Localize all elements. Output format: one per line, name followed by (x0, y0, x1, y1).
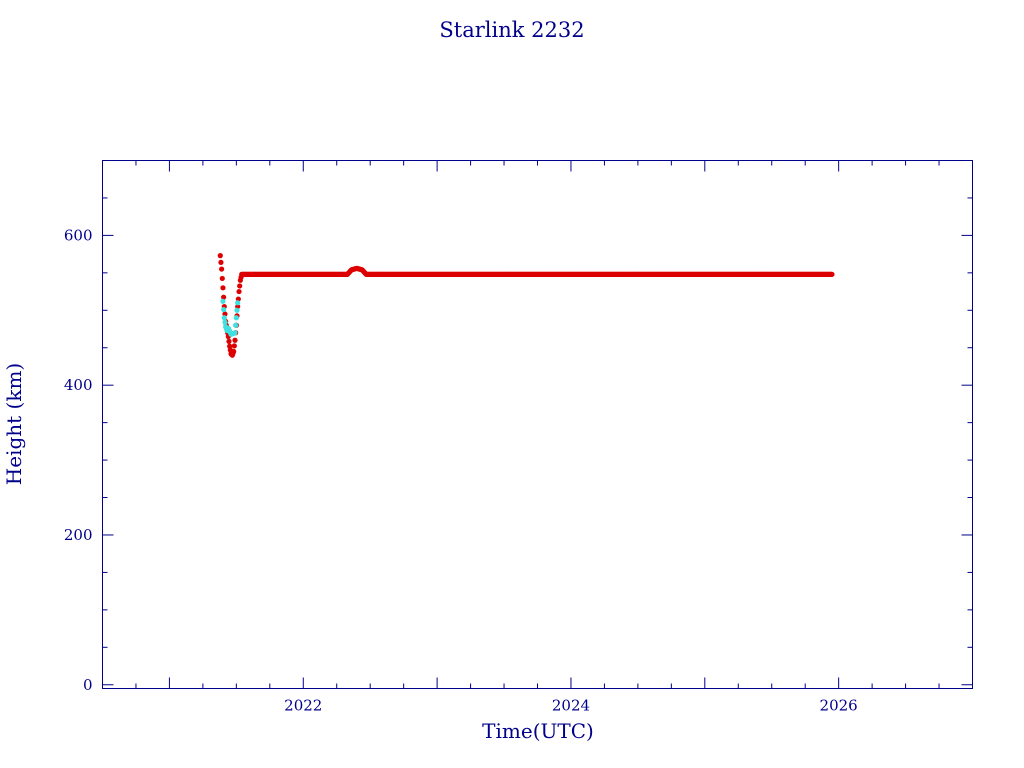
series-0 (217, 253, 835, 358)
data-point (222, 319, 228, 325)
data-point (232, 337, 238, 343)
y-tick-label: 600 (64, 226, 93, 244)
y-tick-label: 400 (64, 376, 93, 394)
y-tick-label: 0 (83, 676, 93, 694)
data-point (237, 283, 243, 289)
y-tick-label: 200 (64, 526, 93, 544)
data-point (217, 253, 223, 259)
data-points (217, 253, 835, 358)
data-point (829, 271, 835, 277)
data-point (221, 315, 227, 321)
chart-title: Starlink 2232 (439, 18, 584, 42)
x-axis-title: Time(UTC) (482, 719, 594, 743)
data-point (219, 275, 225, 282)
data-point (221, 306, 227, 313)
tick-labels: 2022 2024 2026 0 200 400 600 (64, 226, 858, 714)
data-point (234, 307, 240, 313)
data-point (219, 266, 225, 272)
x-tick-label: 2022 (284, 697, 322, 715)
y-axis-title: Height (km) (2, 363, 26, 485)
data-point (231, 348, 237, 355)
data-point (231, 343, 237, 349)
data-point (220, 298, 226, 304)
data-point (218, 259, 224, 265)
data-point (233, 315, 239, 321)
plot-frame (102, 160, 973, 689)
data-point (226, 338, 232, 344)
axis-ticks (102, 160, 973, 689)
series-1 (220, 298, 241, 337)
data-point (233, 322, 239, 328)
data-point (235, 300, 241, 306)
data-point (220, 285, 226, 291)
data-point (236, 288, 242, 295)
data-point (221, 294, 227, 300)
data-point (232, 330, 238, 336)
x-tick-label: 2026 (820, 697, 858, 715)
x-tick-label: 2024 (552, 697, 590, 715)
